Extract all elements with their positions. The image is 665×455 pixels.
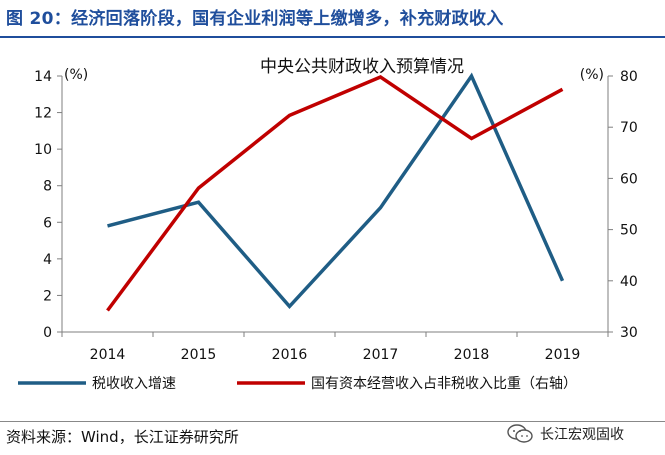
right-axis-tick-label: 30	[620, 325, 638, 341]
left-axis-tick-label: 6	[43, 215, 52, 231]
series-line-1	[107, 72, 565, 310]
wechat-icon	[507, 424, 533, 443]
title-divider	[0, 36, 665, 38]
left-axis-tick-label: 12	[34, 106, 52, 122]
line-chart: 中央公共财政收入预算情况 0 2 4 6 8 10 12 14 (%) 30 40 50 60 70 80 (%…	[18, 57, 638, 392]
watermark-text: 长江宏观固收	[540, 427, 624, 443]
right-axis-tick-label: 70	[620, 120, 638, 136]
left-axis-tick-label: 8	[43, 179, 52, 195]
right-axis-tick-label: 80	[620, 69, 638, 85]
left-axis-tick-label: 4	[43, 252, 52, 268]
right-axis-unit-label: (%)	[580, 67, 604, 83]
series-line-2	[106, 75, 564, 312]
figure-title: 图 20：经济回落阶段，国有企业利润等上缴增多，补充财政收入	[6, 9, 504, 29]
x-axis-tick-label: 2018	[454, 347, 490, 363]
right-axis-tick-label: 60	[620, 171, 638, 187]
legend-label-2: 国有资本经营收入占非税收入比重（右轴）	[311, 376, 577, 392]
chart-title: 中央公共财政收入预算情况	[260, 57, 464, 77]
right-axis-tick-label: 40	[620, 274, 638, 290]
left-axis-unit-label: (%)	[64, 67, 88, 83]
right-axis-tick-label: 50	[620, 223, 638, 239]
x-axis-tick-label: 2015	[181, 347, 217, 363]
footer-divider	[0, 421, 665, 422]
x-axis-tick-label: 2014	[90, 347, 126, 363]
legend-label-1: 税收收入增速	[92, 376, 176, 392]
left-axis-tick-label: 2	[43, 288, 52, 304]
left-axis-tick-label: 14	[34, 69, 52, 85]
left-axis-tick-label: 10	[34, 142, 52, 158]
watermark: 长江宏观固收	[506, 423, 624, 445]
x-axis-tick-label: 2017	[363, 347, 399, 363]
x-axis-tick-label: 2019	[545, 347, 581, 363]
source-note: 资料来源：Wind，长江证券研究所	[6, 428, 239, 446]
left-axis-tick-label: 0	[43, 325, 52, 341]
x-axis-tick-label: 2016	[272, 347, 308, 363]
